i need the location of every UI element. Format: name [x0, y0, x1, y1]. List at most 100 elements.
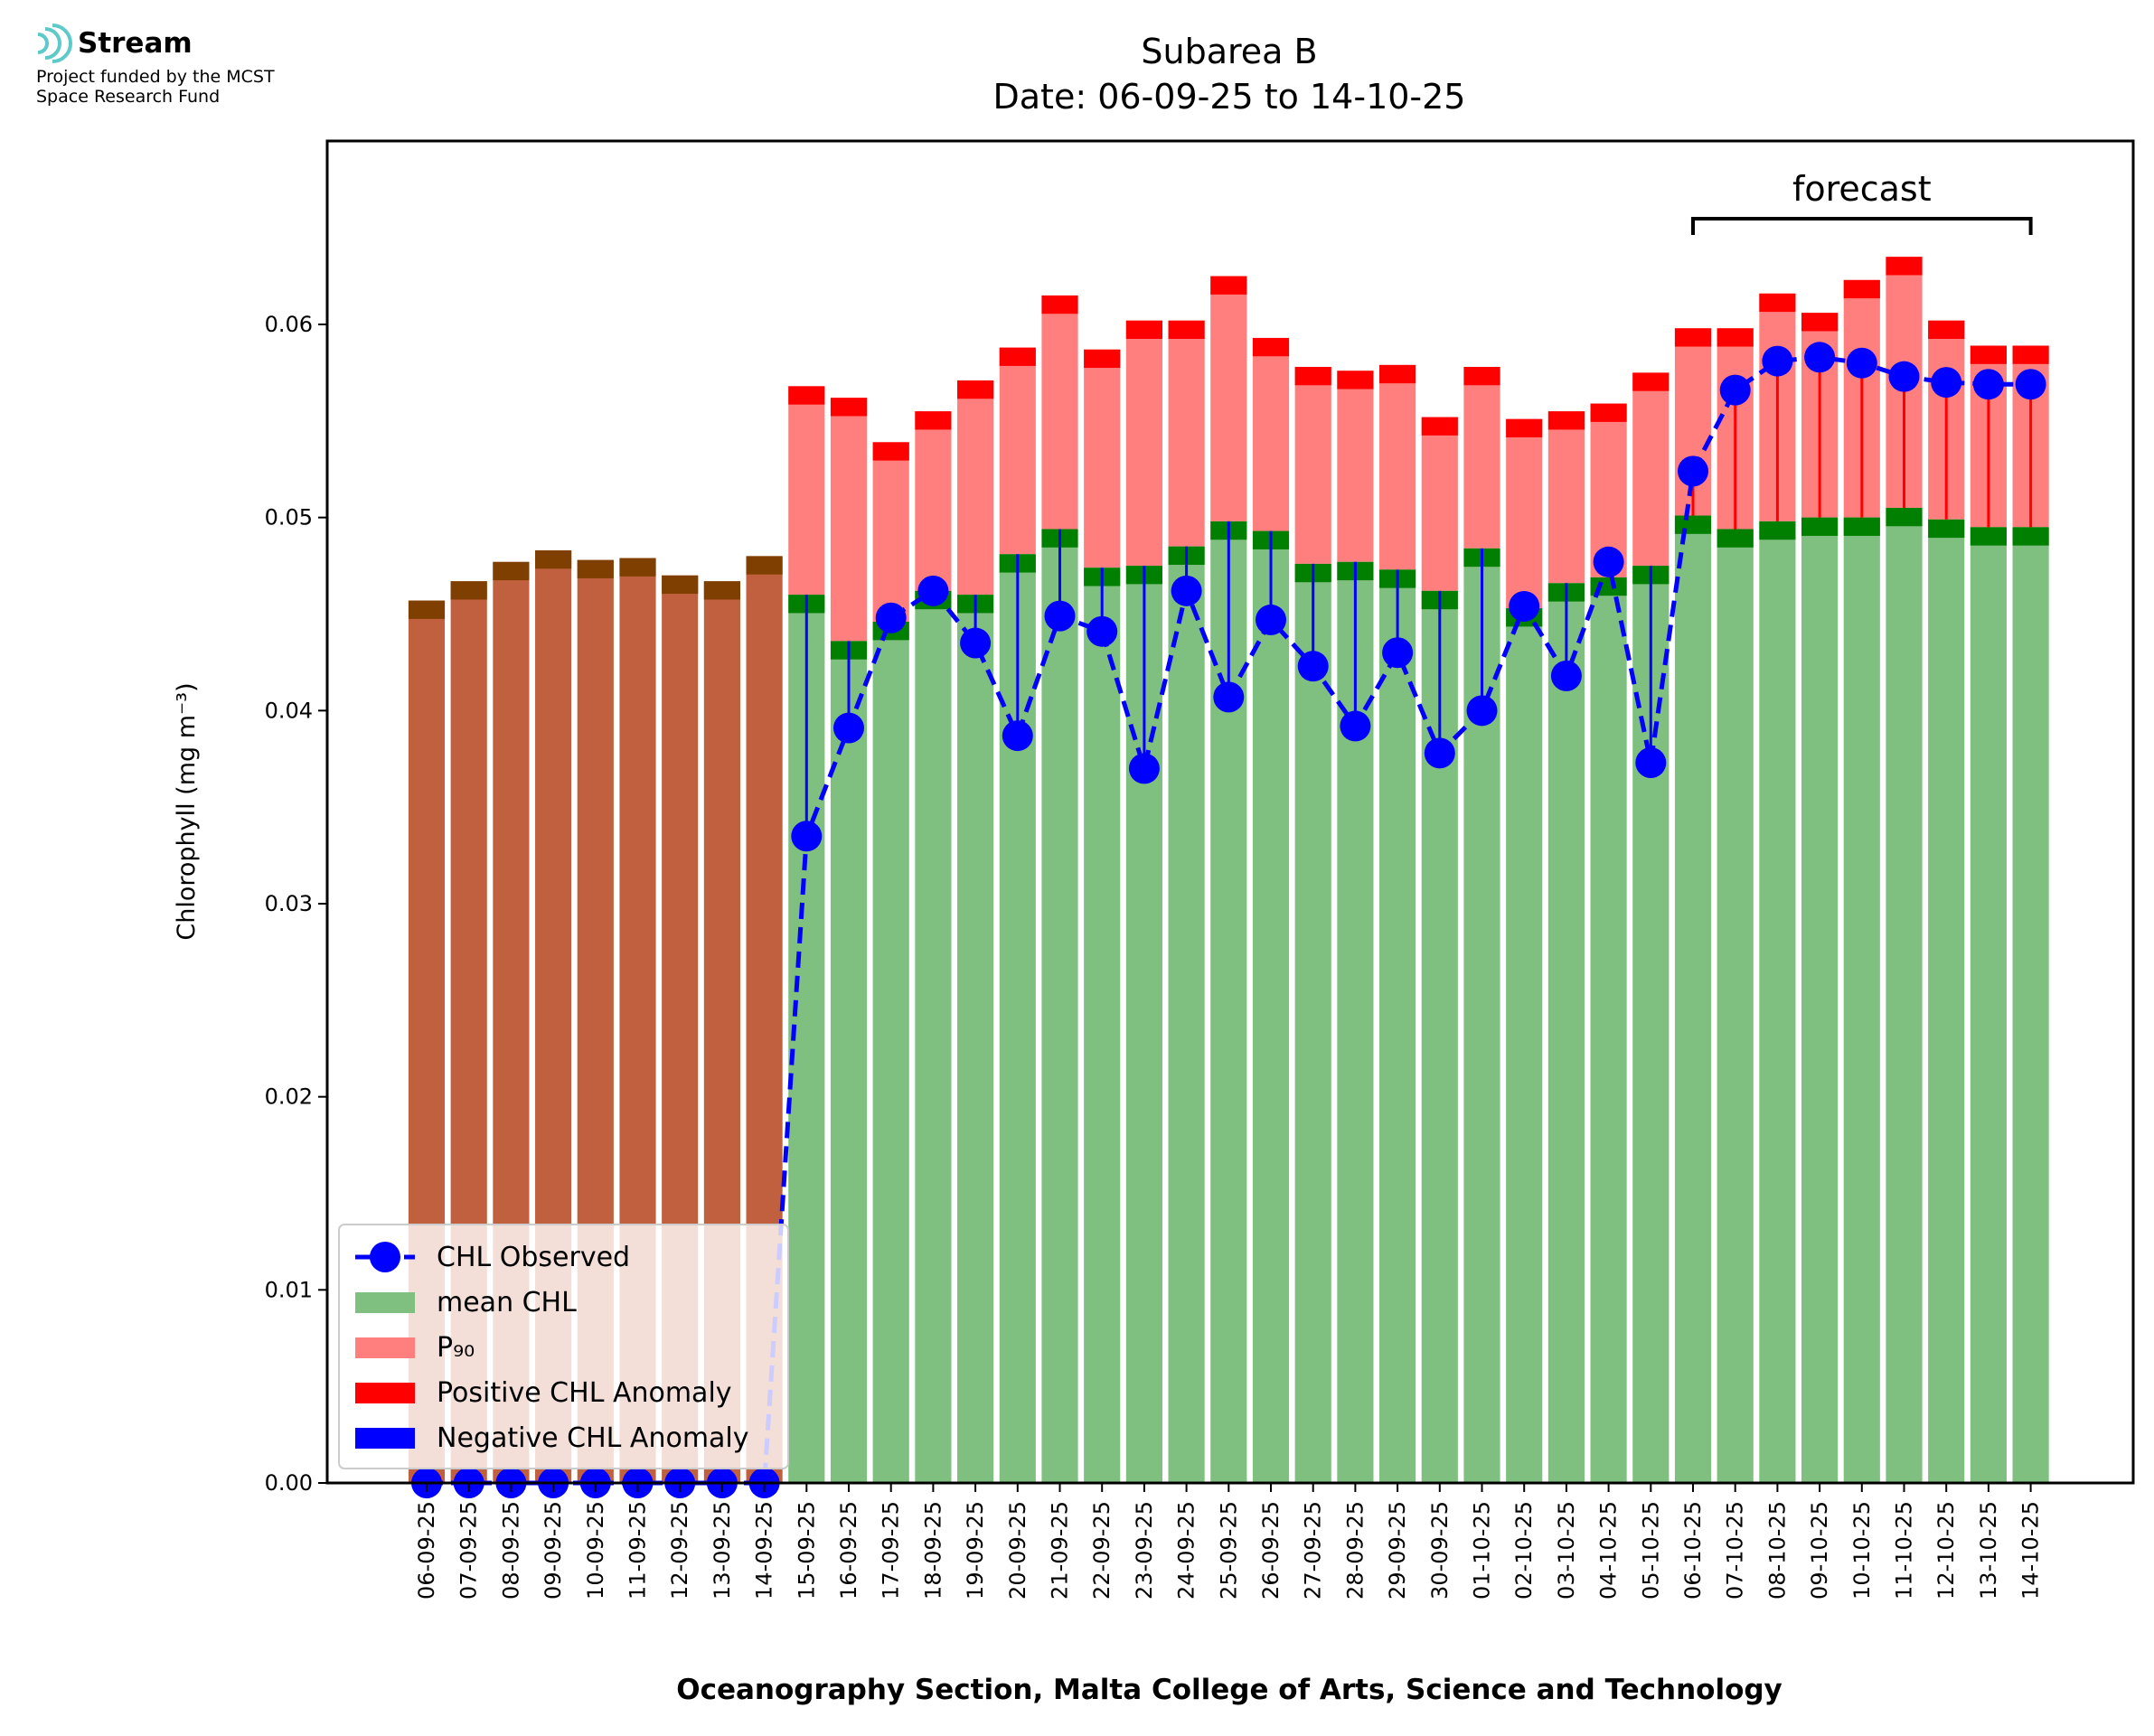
- x-tick-label: 30-09-25: [1427, 1501, 1453, 1600]
- x-tick-label: 08-10-25: [1764, 1501, 1790, 1600]
- x-tick-label: 13-09-25: [710, 1501, 735, 1600]
- x-tick-label: 19-09-25: [963, 1501, 988, 1600]
- mean-chl-bar-cap: [1674, 515, 1712, 534]
- mean-chl-bar-cap: [2012, 527, 2049, 546]
- mean-chl-bar: [1759, 521, 1796, 1484]
- p90-bar-cap: [1843, 279, 1880, 299]
- p90-bar-cap: [830, 398, 868, 417]
- chart-subtitle: Date: 06-09-25 to 14-10-25: [993, 77, 1466, 117]
- p90-bar: [999, 347, 1036, 555]
- legend-label: P₉₀: [437, 1332, 475, 1364]
- observed-point: [791, 821, 823, 852]
- observed-layer: [411, 342, 2046, 1498]
- y-tick-label: 0.06: [265, 312, 313, 337]
- x-tick-label: 06-10-25: [1680, 1501, 1706, 1600]
- observed-point: [1972, 369, 2004, 400]
- p90-bar: [1421, 417, 1458, 591]
- stream-logo: Stream Project funded by the MCST Space …: [33, 22, 275, 107]
- p90-bar-cap: [1294, 366, 1331, 386]
- observed-point: [833, 712, 864, 744]
- p90-bar-cap: [1337, 371, 1374, 389]
- legend-swatch: [355, 1337, 415, 1358]
- x-tick-label: 23-09-25: [1132, 1501, 1157, 1600]
- observed-point: [1719, 374, 1751, 406]
- mean-chl-bar: [1168, 546, 1205, 1483]
- p90-bar: [1168, 320, 1205, 547]
- observed-point: [1678, 455, 1708, 487]
- observed-point: [1509, 590, 1540, 622]
- x-tick-label: 14-10-25: [2018, 1501, 2044, 1600]
- p90-bar: [1084, 349, 1121, 568]
- x-tick-label: 17-09-25: [879, 1501, 904, 1600]
- chart-title: Subarea B: [1141, 32, 1317, 71]
- logo-name: Stream: [78, 27, 193, 60]
- x-tick-label: 12-09-25: [667, 1501, 692, 1600]
- p90-bar: [1379, 364, 1416, 570]
- p90-bar-cap: [872, 442, 909, 461]
- historical-bar-cap: [577, 559, 614, 578]
- p90-bar: [872, 442, 909, 623]
- x-tick-label: 25-09-25: [1216, 1501, 1241, 1600]
- observed-point: [875, 602, 907, 633]
- p90-bar: [788, 386, 825, 596]
- historical-bar-cap: [619, 558, 656, 577]
- x-tick-label: 04-10-25: [1596, 1501, 1622, 1600]
- mean-chl-bar: [1252, 530, 1290, 1483]
- p90-bar-cap: [788, 386, 825, 405]
- y-axis-label: Chlorophyll (mg m⁻³): [173, 682, 201, 940]
- mean-chl-bar: [1886, 507, 1923, 1484]
- p90-bar-cap: [999, 347, 1036, 366]
- observed-point: [1171, 575, 1202, 606]
- observed-point: [1128, 753, 1160, 784]
- p90-bar-cap: [1125, 320, 1162, 340]
- mean-chl-bar: [1590, 577, 1627, 1483]
- p90-bar-cap: [1632, 372, 1670, 391]
- p90-bar: [1252, 337, 1290, 531]
- observed-point: [1635, 747, 1667, 779]
- y-tick-label: 0.00: [265, 1470, 313, 1496]
- p90-bar-cap: [1801, 313, 1839, 332]
- mean-chl-bar: [915, 590, 952, 1483]
- mean-chl-bar: [1506, 608, 1543, 1483]
- p90-bar-cap: [1928, 320, 1965, 340]
- p90-bar-cap: [1717, 328, 1754, 347]
- mean-chl-bar: [1674, 515, 1712, 1483]
- p90-bar-cap: [957, 380, 994, 399]
- observed-point: [1340, 710, 1371, 742]
- historical-bar-cap: [408, 600, 446, 619]
- p90-bar-cap: [1421, 417, 1458, 436]
- mean-chl-bar: [957, 595, 994, 1483]
- x-tick-label: 02-10-25: [1511, 1501, 1537, 1600]
- y-tick-label: 0.03: [265, 891, 313, 916]
- legend-box: [338, 1224, 789, 1469]
- x-axis-label: Oceanography Section, Malta College of A…: [676, 1674, 1782, 1706]
- observed-point: [1593, 546, 1624, 577]
- observed-point: [1550, 660, 1582, 691]
- legend-label: CHL Observed: [437, 1242, 630, 1273]
- y-tick-label: 0.04: [265, 698, 313, 723]
- p90-bar: [1294, 366, 1331, 564]
- x-tick-label: 09-09-25: [541, 1501, 566, 1600]
- observed-point: [917, 575, 949, 606]
- p90-bar-cap: [1041, 295, 1078, 314]
- observed-point: [1002, 720, 1033, 752]
- y-tick-label: 0.02: [265, 1084, 313, 1110]
- p90-bar-cap: [1506, 418, 1543, 437]
- legend-swatch: [355, 1428, 415, 1449]
- observed-point: [1213, 681, 1245, 713]
- historical-bar-cap: [535, 549, 572, 569]
- x-tick-label: 07-09-25: [456, 1501, 482, 1600]
- observed-point: [1382, 637, 1414, 669]
- p90-bar-cap: [1463, 366, 1500, 386]
- mean-chl-bar-cap: [1801, 517, 1839, 536]
- p90-bar: [1337, 371, 1374, 562]
- x-tick-label: 21-09-25: [1048, 1501, 1073, 1600]
- mean-chl-bar: [1843, 517, 1880, 1483]
- x-tick-label: 06-09-25: [414, 1501, 439, 1600]
- p90-bar-cap: [1590, 403, 1627, 422]
- p90-bar: [1632, 372, 1670, 567]
- x-tick-label: 18-09-25: [920, 1501, 945, 1600]
- x-tick-label: 03-10-25: [1554, 1501, 1579, 1600]
- observed-point: [2015, 369, 2046, 400]
